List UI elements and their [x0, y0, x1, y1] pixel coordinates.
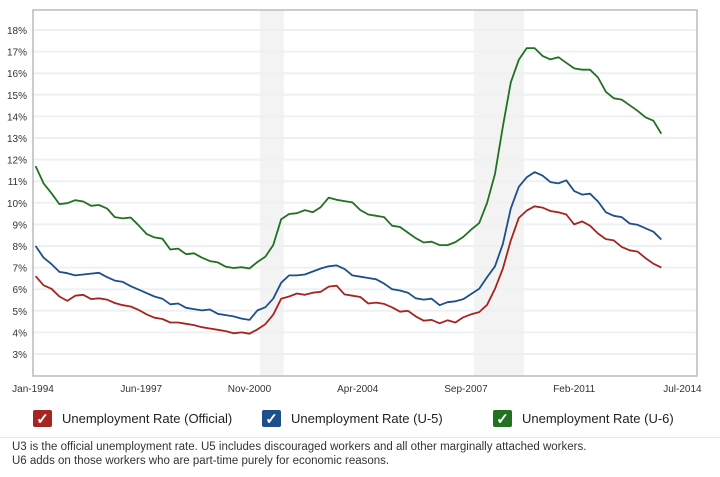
x-tick-label: Jun-1997 — [120, 384, 162, 395]
plot-background — [33, 10, 697, 376]
y-tick-label: 13% — [7, 134, 27, 145]
series-line-u5 — [34, 171, 662, 321]
legend-item-u5[interactable]: ✓ Unemployment Rate (U-5) — [262, 410, 443, 428]
y-tick-label: 16% — [7, 69, 27, 80]
legend-label: Unemployment Rate (Official) — [62, 411, 233, 426]
y-tick-label: 10% — [7, 199, 27, 210]
series-line-official — [34, 205, 662, 335]
y-tick-label: 14% — [7, 112, 27, 123]
x-tick-label: Apr-2004 — [337, 384, 379, 395]
y-tick-label: 7% — [13, 264, 28, 275]
plot-border — [32, 9, 698, 377]
y-tick-label: 18% — [7, 26, 27, 37]
divider — [0, 437, 720, 438]
checkbox-checked-icon[interactable]: ✓ — [262, 410, 281, 428]
checkbox-checked-icon[interactable]: ✓ — [493, 410, 512, 428]
y-tick-label: 4% — [13, 328, 28, 339]
line-chart: 3% 4% 5% 6% 7% 8% 9% 10% 11% 12% 13% 14% 15% 16% 17% 18… — [7, 9, 702, 395]
y-tick-label: 5% — [13, 307, 28, 318]
legend-label: Unemployment Rate (U-5) — [291, 411, 443, 426]
y-tick-label: 3% — [13, 350, 28, 361]
series-line-u6 — [34, 47, 663, 270]
footnote-line: U3 is the official unemployment rate. U5… — [12, 441, 587, 453]
checkbox-checked-icon[interactable]: ✓ — [33, 410, 52, 428]
x-tick-label: Feb-2011 — [553, 384, 596, 395]
footnote-line: U6 adds on those workers who are part-ti… — [12, 455, 390, 467]
legend-item-official[interactable]: ✓ Unemployment Rate (Official) — [33, 410, 233, 428]
x-tick-label: Sep-2007 — [444, 384, 488, 395]
legend-label: Unemployment Rate (U-6) — [522, 411, 674, 426]
y-tick-label: 15% — [7, 91, 27, 102]
y-tick-label: 17% — [7, 48, 27, 59]
legend: ✓ Unemployment Rate (Official) ✓ Unemplo… — [0, 410, 720, 432]
legend-item-u6[interactable]: ✓ Unemployment Rate (U-6) — [493, 410, 674, 428]
y-tick-label: 6% — [13, 285, 28, 296]
recession-shading — [260, 10, 284, 376]
x-tick-label: Nov-2000 — [228, 384, 272, 395]
y-tick-label: 8% — [13, 242, 28, 253]
y-tick-label: 11% — [8, 177, 27, 188]
y-tick-label: 9% — [13, 220, 28, 231]
footnote: U3 is the official unemployment rate. U5… — [12, 440, 586, 468]
x-tick-label: Jul-2014 — [663, 384, 702, 395]
y-tick-label: 12% — [7, 156, 27, 167]
x-tick-label: Jan-1994 — [12, 384, 54, 395]
